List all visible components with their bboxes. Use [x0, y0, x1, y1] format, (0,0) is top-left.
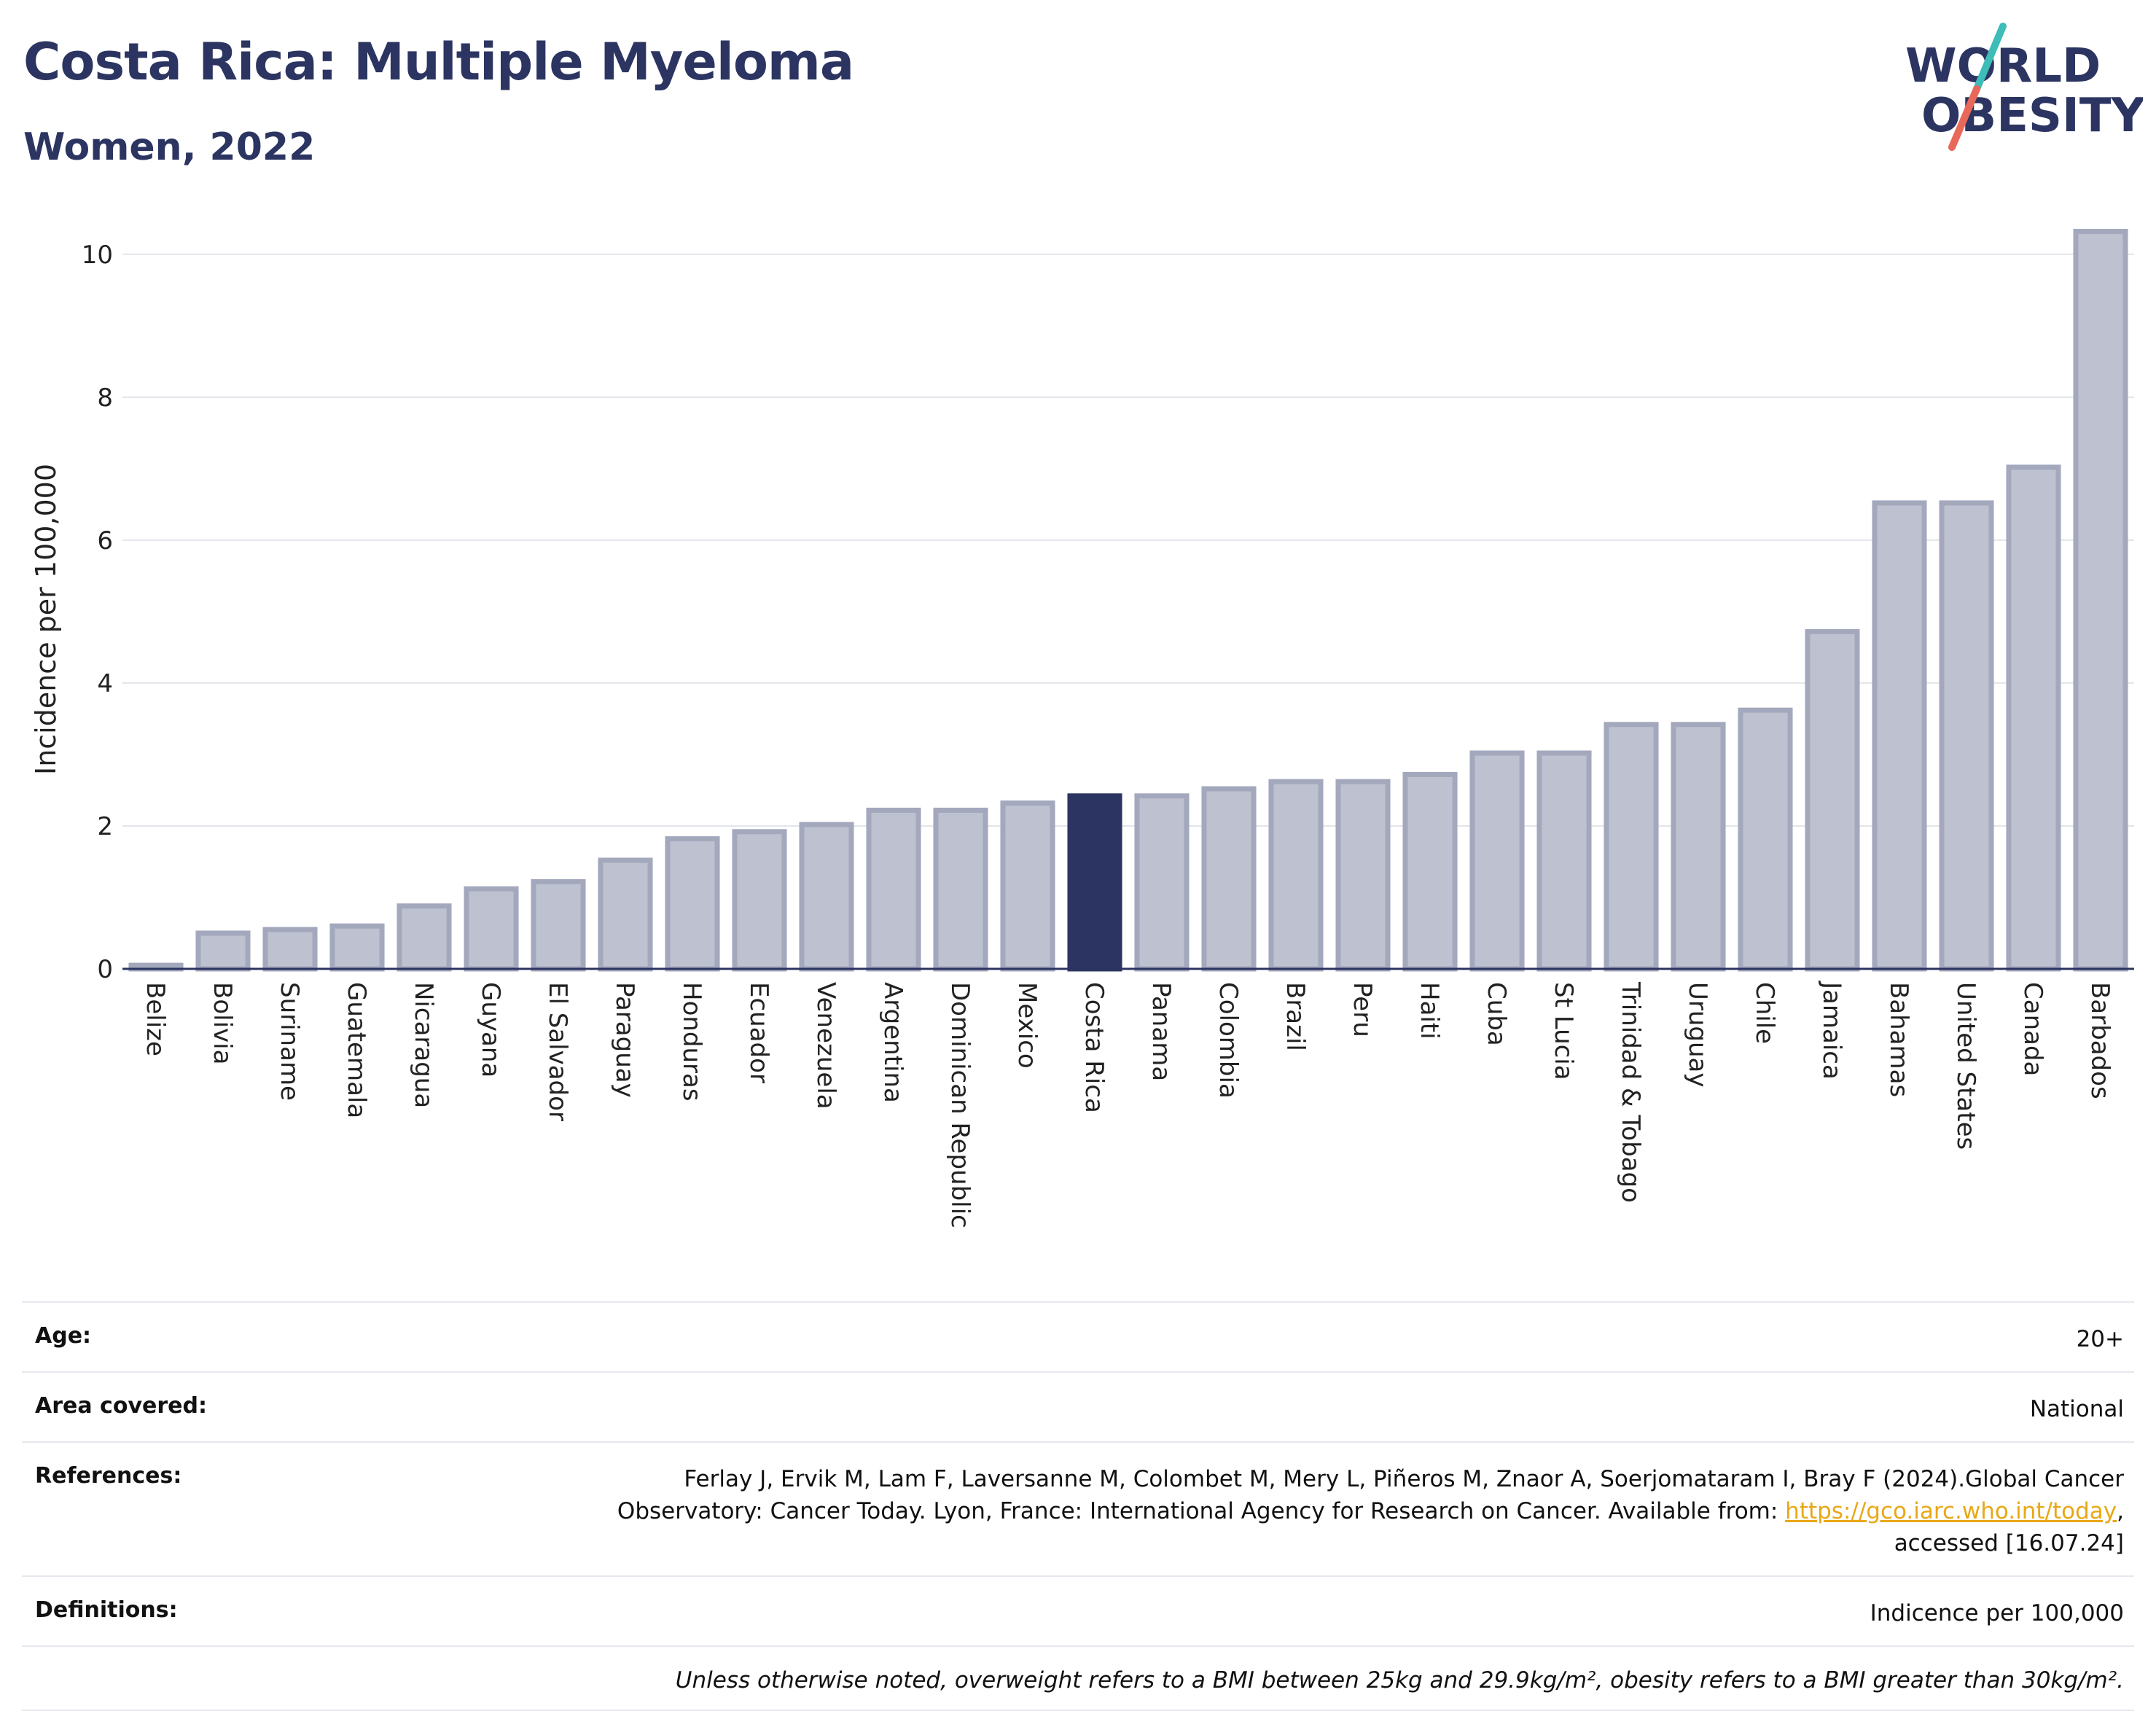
bar-trinidad-tobago [1604, 722, 1659, 972]
x-tick-label: Argentina [878, 982, 907, 1103]
bar-cuba [1469, 750, 1525, 972]
gridlines [122, 253, 2134, 827]
metadata-table: Age: 20+ Area covered: National Referenc… [22, 1301, 2134, 1711]
bar-st-lucia [1536, 750, 1592, 972]
x-tick-label: United States [1951, 982, 1980, 1150]
references-text-2: , accessed [16.07.24] [1894, 1498, 2124, 1556]
x-tick-label: Peru [1348, 982, 1377, 1037]
bar-mexico [1000, 800, 1055, 972]
bar-nicaragua [397, 903, 452, 972]
y-tick-label: 6 [97, 526, 113, 556]
references-value: Ferlay J, Ervik M, Lam F, Laversanne M, … [557, 1463, 2124, 1559]
bar-bolivia [195, 930, 251, 972]
y-axis-label: Incidence per 100,000 [30, 464, 62, 775]
bar-venezuela [799, 822, 854, 972]
x-tick-label: Suriname [275, 982, 304, 1101]
y-tick-label: 8 [97, 383, 113, 413]
bar-paraguay [598, 857, 653, 972]
logo-slash-top [1973, 23, 2007, 93]
bmi-note: Unless otherwise noted, overweight refer… [675, 1667, 2124, 1694]
meta-row-note: Unless otherwise noted, overweight refer… [22, 1645, 2134, 1711]
bar-el-salvador [531, 878, 586, 972]
bar-argentina [866, 807, 921, 972]
x-tick-label: Guatemala [342, 982, 371, 1118]
bar-canada [2006, 464, 2061, 972]
age-value: 20+ [2076, 1326, 2124, 1352]
bar-brazil [1268, 779, 1324, 972]
bar-suriname [262, 927, 318, 972]
y-tick-label: 4 [97, 669, 113, 698]
bar-guyana [464, 886, 519, 972]
bar-honduras [665, 836, 720, 972]
bar-chart: 0 2 4 6 8 10 Belize Bolivia Suriname Guatemala Ni… [0, 182, 2156, 1290]
bars [128, 228, 2128, 972]
x-tick-label: Honduras [677, 982, 706, 1102]
world-obesity-logo: WORLD OBESITY [1895, 22, 2145, 153]
x-tick-label: Panama [1147, 982, 1176, 1081]
x-tick-label: Colombia [1214, 982, 1243, 1099]
logo-line1: WORLD [1905, 39, 2101, 93]
x-tick-label: St Lucia [1549, 982, 1578, 1080]
x-tick-label: Bolivia [208, 982, 237, 1064]
meta-row-references: References: Ferlay J, Ervik M, Lam F, La… [22, 1441, 2134, 1575]
meta-row-area: Area covered: National [22, 1371, 2134, 1441]
bar-haiti [1402, 771, 1458, 972]
bar-chile [1738, 707, 1793, 972]
x-tick-label: Brazil [1281, 982, 1310, 1051]
x-tick-label: Chile [1750, 982, 1779, 1044]
definitions-label: Definitions: [35, 1597, 178, 1623]
chart-title: Costa Rica: Multiple Myeloma [23, 32, 854, 92]
bar-guatemala [329, 923, 385, 972]
bar-barbados [2073, 228, 2128, 972]
x-tick-label: Costa Rica [1079, 982, 1109, 1113]
bar-united-states [1939, 500, 1994, 972]
x-tick-labels: Belize Bolivia Suriname Guatemala Nicaragua G… [141, 981, 2114, 1228]
x-tick-label: El Salvador [543, 982, 572, 1121]
x-tick-label: Bahamas [1884, 982, 1913, 1097]
bar-ecuador [732, 829, 787, 972]
x-tick-label: Mexico [1012, 982, 1042, 1069]
area-label: Area covered: [35, 1393, 207, 1419]
references-text-1: Ferlay J, Ervik M, Lam F, Laversanne M, … [617, 1466, 2124, 1524]
y-tick-label: 2 [97, 812, 113, 841]
age-label: Age: [35, 1323, 92, 1349]
x-tick-label: Haiti [1415, 982, 1444, 1040]
x-tick-label: Venezuela [811, 982, 840, 1110]
references-link[interactable]: https://gco.iarc.who.int/today [1785, 1498, 2117, 1524]
x-tick-label: Belize [141, 982, 170, 1056]
bar-colombia [1201, 786, 1257, 972]
chart-svg: 0 2 4 6 8 10 Belize Bolivia Suriname Guatemala Ni… [30, 228, 2134, 1228]
meta-row-age: Age: 20+ [22, 1301, 2134, 1371]
chart-subtitle: Women, 2022 [23, 125, 316, 169]
bar-panama [1134, 793, 1190, 972]
x-tick-label: Dominican Republic [945, 982, 975, 1228]
x-tick-label: Cuba [1482, 982, 1511, 1046]
bar-uruguay [1671, 722, 1726, 972]
x-tick-label: Uruguay [1683, 982, 1712, 1088]
y-tick-label: 10 [82, 241, 113, 270]
bar-costa-rica [1067, 793, 1122, 972]
area-value: National [2029, 1396, 2124, 1422]
bar-bahamas [1872, 500, 1927, 972]
x-tick-label: Ecuador [744, 982, 773, 1083]
x-tick-label: Trinidad & Tobago [1616, 981, 1645, 1203]
logo-graphic: WORLD OBESITY [1905, 23, 2145, 151]
y-tick-label: 0 [97, 955, 113, 984]
bar-dominican-republic [933, 807, 988, 972]
x-tick-label: Barbados [2085, 982, 2114, 1099]
references-label: References: [35, 1463, 182, 1489]
x-tick-label: Nicaragua [409, 982, 438, 1108]
x-tick-label: Jamaica [1817, 981, 1846, 1080]
x-tick-label: Canada [2018, 982, 2047, 1076]
bar-peru [1335, 779, 1391, 972]
y-tick-labels: 0 2 4 6 8 10 [82, 241, 113, 984]
bar-jamaica [1805, 628, 1860, 972]
meta-row-definitions: Definitions: Indicence per 100,000 [22, 1575, 2134, 1645]
logo-slash-bottom [1948, 85, 1980, 151]
x-tick-label: Paraguay [610, 982, 639, 1098]
definitions-value: Indicence per 100,000 [1870, 1600, 2124, 1626]
x-tick-label: Guyana [476, 982, 505, 1077]
